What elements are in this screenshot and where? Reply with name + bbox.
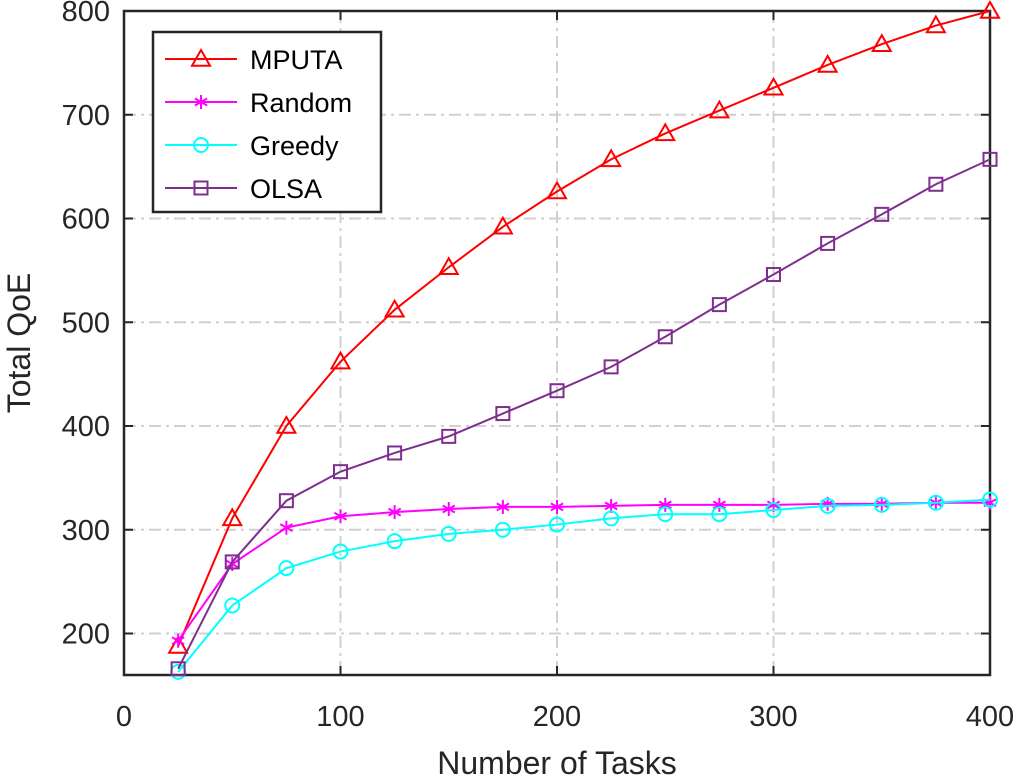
data-point-mputa — [925, 14, 947, 34]
data-point-mputa — [383, 298, 406, 318]
legend-item-random: Random — [165, 88, 352, 118]
data-point-random — [496, 499, 510, 514]
legend-marker-mputa — [190, 47, 212, 67]
data-point-random — [875, 496, 889, 511]
data-point-olsa — [820, 235, 836, 251]
x-tick-label: 100 — [316, 701, 364, 733]
data-point-greedy — [711, 506, 728, 523]
data-point-random — [712, 497, 726, 512]
data-point-greedy — [657, 506, 674, 523]
data-point-mputa — [492, 215, 514, 235]
data-point-olsa — [982, 151, 998, 167]
legend-marker-random — [194, 95, 208, 109]
data-point-greedy — [765, 502, 782, 519]
data-point-olsa — [387, 445, 403, 461]
y-tick-label: 700 — [62, 100, 110, 132]
data-point-olsa — [928, 176, 944, 192]
data-point-mputa — [762, 76, 785, 96]
data-point-olsa — [278, 493, 294, 509]
legend-item-greedy: Greedy — [165, 131, 339, 161]
legend-marker-olsa — [193, 180, 209, 196]
data-point-olsa — [495, 406, 511, 422]
series-lines — [167, 0, 1001, 680]
data-point-olsa — [603, 359, 619, 375]
data-point-mputa — [438, 256, 460, 276]
data-point-greedy — [440, 525, 457, 542]
data-point-greedy — [332, 543, 349, 560]
series-greedy — [170, 491, 998, 680]
series-mputa — [167, 0, 1001, 654]
data-point-mputa — [979, 0, 1001, 19]
data-point-greedy — [927, 494, 944, 511]
x-tick-label: 400 — [966, 701, 1014, 733]
x-axis-label: Number of Tasks — [437, 745, 677, 781]
data-point-olsa — [549, 383, 565, 399]
y-tick-label: 500 — [62, 307, 110, 339]
data-point-random — [658, 497, 672, 512]
data-point-random — [279, 520, 293, 535]
data-point-greedy — [819, 497, 836, 514]
data-point-olsa — [657, 329, 673, 345]
data-point-olsa — [874, 206, 890, 222]
data-point-olsa — [711, 297, 727, 313]
legend-label-olsa: OLSA — [250, 174, 322, 204]
data-point-mputa — [654, 122, 676, 142]
legend: MPUTA Random Greedy OLSA — [151, 30, 383, 214]
data-point-greedy — [386, 533, 403, 550]
y-tick-label: 800 — [62, 0, 110, 28]
data-point-olsa — [224, 554, 240, 570]
data-point-mputa — [167, 634, 189, 654]
data-point-mputa — [816, 53, 839, 73]
data-point-random — [171, 633, 185, 648]
data-point-mputa — [871, 33, 893, 52]
series-line-greedy — [177, 498, 991, 673]
data-point-mputa — [221, 507, 243, 527]
data-point-random — [333, 509, 348, 524]
legend-label-greedy: Greedy — [250, 131, 339, 161]
legend-item-olsa: OLSA — [165, 174, 322, 204]
x-tick-label: 0 — [116, 701, 132, 733]
y-tick-label: 600 — [62, 204, 110, 236]
legend-label-mputa: MPUTA — [250, 45, 343, 75]
y-tick-label: 400 — [62, 411, 110, 443]
data-point-mputa — [546, 180, 568, 200]
data-point-greedy — [549, 516, 565, 533]
x-tick-label: 200 — [533, 701, 581, 733]
data-point-mputa — [708, 99, 731, 119]
data-point-random — [550, 499, 564, 514]
data-point-mputa — [329, 350, 352, 370]
tick-labels: 0 100 200 300 400 200 300 400 500 600 700 800 — [62, 0, 1015, 733]
series-random — [171, 495, 997, 648]
data-point-greedy — [873, 496, 890, 513]
legend-marker-greedy — [193, 137, 209, 153]
series-olsa — [170, 151, 998, 677]
legend-label-random: Random — [250, 88, 352, 118]
data-point-greedy — [603, 510, 620, 527]
y-axis-label: Total QoE — [1, 273, 37, 414]
x-tick-label: 300 — [749, 701, 797, 733]
legend-box — [151, 30, 383, 214]
axes — [122, 9, 992, 677]
y-tick-label: 300 — [62, 515, 110, 547]
data-point-greedy — [224, 597, 241, 614]
data-point-olsa — [766, 267, 781, 283]
data-point-olsa — [441, 428, 457, 444]
y-tick-label: 200 — [62, 619, 110, 651]
data-point-olsa — [333, 464, 348, 480]
legend-item-mputa: MPUTA — [165, 45, 343, 75]
data-point-mputa — [600, 148, 622, 168]
data-point-greedy — [278, 560, 295, 577]
series-line-mputa — [177, 10, 991, 647]
data-point-olsa — [170, 661, 186, 677]
data-point-greedy — [494, 521, 511, 538]
data-point-random — [442, 502, 456, 516]
series-line-random — [177, 501, 990, 642]
series-line-olsa — [177, 158, 991, 670]
data-point-mputa — [275, 414, 298, 434]
data-point-greedy — [982, 491, 998, 508]
data-point-random — [388, 505, 402, 520]
